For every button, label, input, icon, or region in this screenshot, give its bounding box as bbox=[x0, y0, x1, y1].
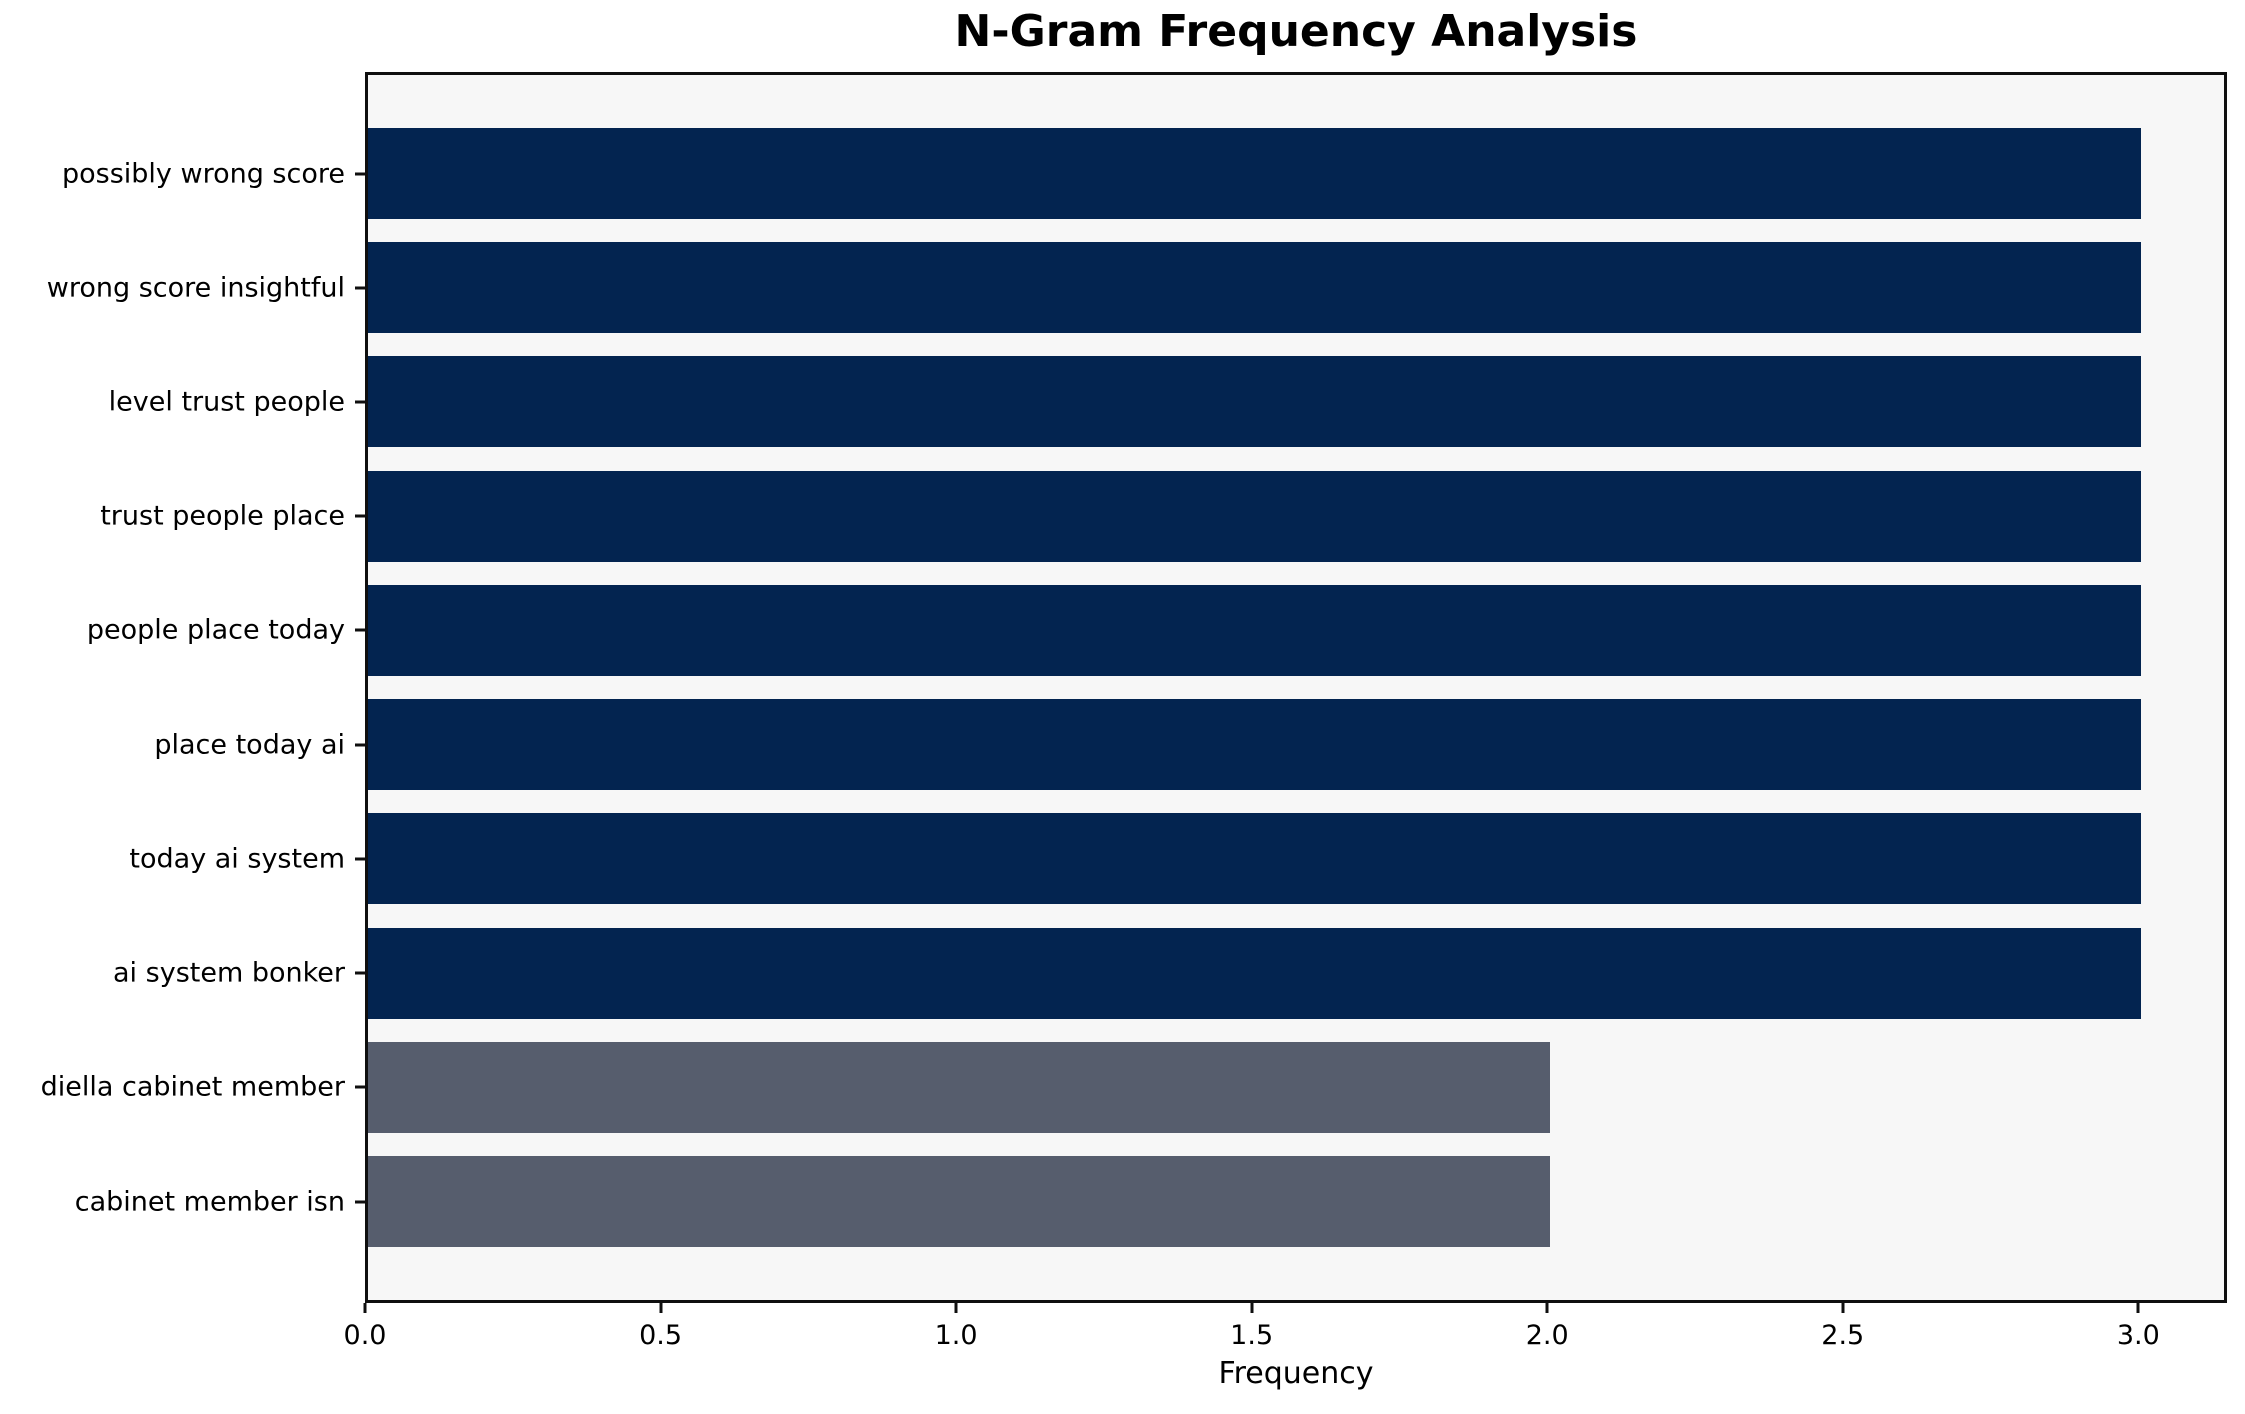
x-axis-title: Frequency bbox=[1218, 1356, 1374, 1391]
x-tick-label: 2.0 bbox=[1525, 1320, 1569, 1351]
y-axis-label: wrong score insightful bbox=[46, 272, 345, 304]
y-axis-label: place today ai bbox=[154, 729, 345, 761]
y-axis-label: today ai system bbox=[129, 843, 345, 875]
bar bbox=[368, 356, 2142, 448]
y-axis-label: possibly wrong score bbox=[62, 158, 345, 189]
bar bbox=[368, 128, 2142, 219]
y-tick-mark bbox=[355, 857, 365, 861]
bar bbox=[368, 470, 2142, 562]
x-tick-label: 3.0 bbox=[2116, 1320, 2160, 1351]
bar bbox=[368, 813, 2142, 905]
x-tick-mark bbox=[1250, 1303, 1254, 1313]
x-tick-label: 0.5 bbox=[639, 1320, 683, 1351]
y-tick-mark bbox=[355, 1085, 365, 1089]
x-tick-mark bbox=[1841, 1303, 1845, 1313]
y-axis-label: trust people place bbox=[100, 500, 345, 532]
plot-area bbox=[365, 72, 2227, 1303]
x-tick-mark bbox=[659, 1303, 663, 1313]
y-tick-mark bbox=[355, 514, 365, 518]
x-tick-mark bbox=[2136, 1303, 2140, 1313]
y-tick-mark bbox=[355, 400, 365, 404]
y-axis-label: ai system bonker bbox=[113, 957, 345, 989]
x-tick-mark bbox=[363, 1303, 367, 1313]
y-tick-mark bbox=[355, 286, 365, 290]
y-tick-mark bbox=[355, 971, 365, 975]
bar bbox=[368, 699, 2142, 791]
y-tick-mark bbox=[355, 628, 365, 632]
y-tick-mark bbox=[355, 743, 365, 747]
y-tick-mark bbox=[355, 172, 365, 175]
y-axis-label: people place today bbox=[86, 614, 345, 646]
bar bbox=[368, 1156, 1551, 1247]
bar bbox=[368, 242, 2142, 334]
x-tick-mark bbox=[1545, 1303, 1549, 1313]
chart-title: N-Gram Frequency Analysis bbox=[954, 6, 1638, 57]
x-tick-label: 0.0 bbox=[343, 1320, 387, 1351]
bar bbox=[368, 584, 2142, 676]
y-axis-label: diella cabinet member bbox=[40, 1071, 345, 1103]
x-tick-label: 1.0 bbox=[934, 1320, 978, 1351]
bar bbox=[368, 927, 2142, 1019]
y-axis-label: level trust people bbox=[108, 386, 345, 418]
x-tick-mark bbox=[954, 1303, 958, 1313]
bar bbox=[368, 1041, 1551, 1133]
y-tick-mark bbox=[355, 1200, 365, 1203]
x-tick-label: 2.5 bbox=[1821, 1320, 1865, 1351]
y-axis-label: cabinet member isn bbox=[74, 1186, 345, 1217]
x-tick-label: 1.5 bbox=[1230, 1320, 1274, 1351]
